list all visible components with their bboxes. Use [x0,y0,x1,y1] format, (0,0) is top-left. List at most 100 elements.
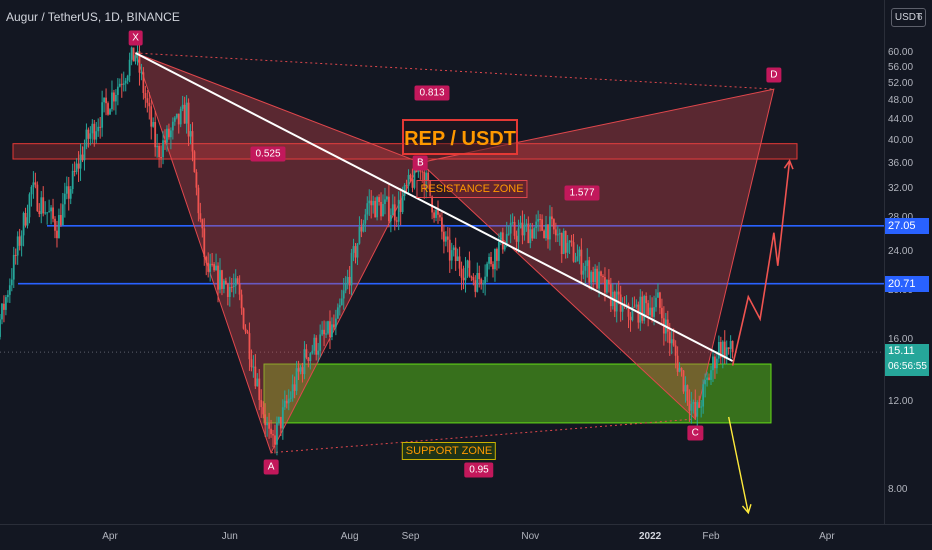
candle-body [450,250,453,261]
support-zone[interactable] [263,363,772,424]
candle-body [67,186,70,199]
candle-body [401,195,404,212]
candle-body [602,275,604,278]
candle-body [484,276,487,284]
candle-body [568,240,571,243]
candle-body [260,400,263,408]
candle-body [69,189,72,199]
candle-body [698,402,701,408]
candle-body [138,51,141,73]
candle-body [44,212,47,214]
candle-body [437,210,439,215]
candle-body [723,341,726,359]
price-tick-label: 40.00 [888,134,914,146]
chart-title: Augur / TetherUS, 1D, BINANCE [6,10,180,24]
candle-body [444,236,447,242]
candle-body [283,400,286,408]
candle-body [488,256,490,264]
candle-body [466,260,469,268]
candle-body [250,359,253,368]
candle-body [543,230,545,239]
candle-body [478,272,481,280]
descending-trendline[interactable] [135,52,734,362]
candle-body [606,279,608,293]
candle-body [594,268,597,283]
candle-body [242,308,245,329]
candle-body [547,224,549,240]
candle-body [228,286,231,298]
candle-body [725,347,728,359]
candle-body [360,226,363,232]
candle-body [264,414,267,426]
candle-body [162,140,164,158]
candle-body [533,228,536,239]
candle-body [454,247,457,261]
candle-body [111,92,113,110]
candle-body [262,407,265,415]
candle-body [124,80,127,84]
candle-body [576,256,579,262]
candle-body [541,219,543,231]
price-tick-label: 52.00 [888,78,914,90]
candle-body [348,276,351,286]
candle-body [118,83,121,87]
candle-body [395,220,398,222]
candle-body [558,233,561,235]
xab-triangle[interactable] [134,52,422,455]
fib-ratio-label: 0.95 [464,462,494,478]
candle-body [617,291,620,295]
candle-body [56,230,58,239]
candle-body [435,210,437,218]
candle-body [468,260,471,277]
fib-ratio-label: 0.813 [414,85,450,101]
candle-body [160,157,162,159]
candle-body [146,98,149,103]
candle-body [374,200,377,218]
candle-body [113,92,115,102]
candle-body [366,203,369,215]
candle-body [315,337,318,355]
price-tick-label: 36.00 [888,157,914,169]
candle-body [234,278,237,286]
candle-body [168,128,170,138]
candle-body [511,222,514,224]
bearish-projection-path[interactable] [727,416,750,513]
candle-body [704,379,707,385]
candle-body [177,113,180,125]
candle-body [364,214,367,224]
candle-body [114,94,117,102]
candle-body [325,333,327,335]
candle-body [14,254,17,256]
xd-ratio-line [135,52,774,90]
candle-body [81,154,84,161]
candle-body [721,341,724,358]
candle-body [672,339,675,346]
candle-body [690,403,693,411]
candle-body [181,104,184,109]
candle-body [657,292,659,298]
candle-body [655,297,657,308]
candle-body [317,350,320,355]
candle-body [647,303,650,316]
candle-body [604,277,606,293]
candle-body [554,229,557,236]
candle-body [429,180,432,197]
candle-body [712,356,714,371]
candle-body [702,384,705,407]
bullish-projection-path[interactable] [731,160,791,366]
candle-body [244,328,247,332]
candle-body [156,145,159,148]
time-tick-label: 2022 [638,531,662,542]
resistance-zone[interactable] [12,143,798,160]
candle-body [370,200,373,206]
candle-body [252,366,255,368]
candle-body [384,199,386,205]
candle-body [590,271,593,283]
candle-body [20,235,23,246]
currency-button[interactable]: USDT [891,8,926,27]
price-tick-label: 60.00 [888,47,914,58]
candle-body [588,260,591,283]
candle-body [578,249,581,257]
